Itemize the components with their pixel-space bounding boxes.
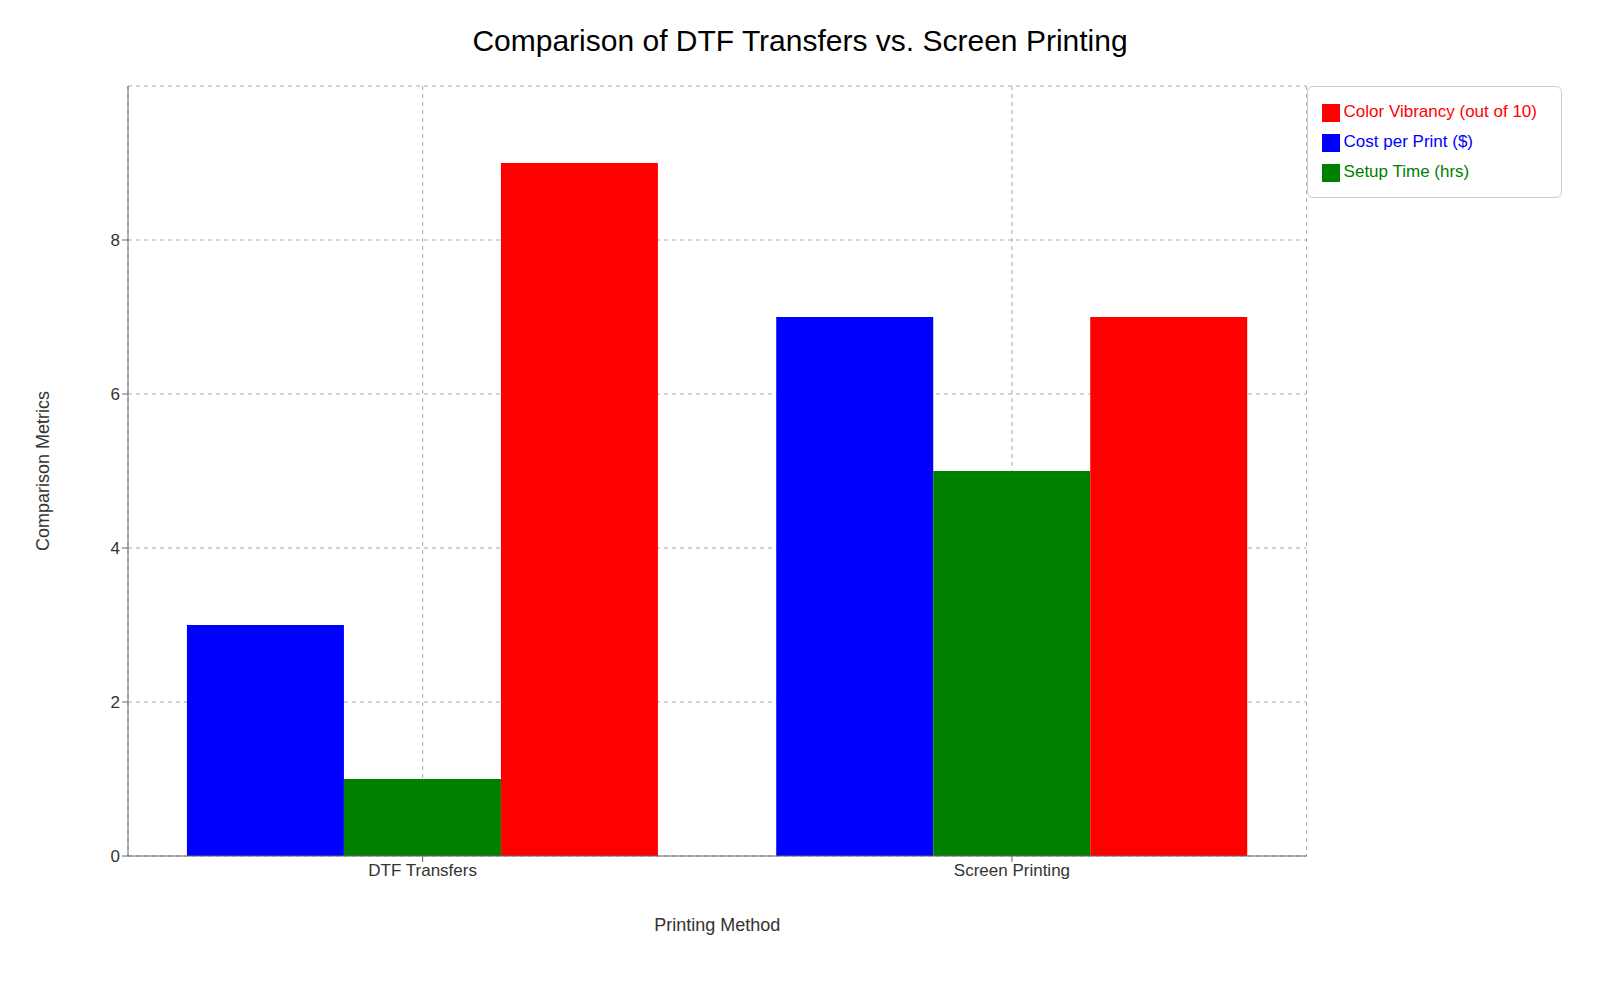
svg-text:DTF Transfers: DTF Transfers xyxy=(368,861,477,880)
html-text:Setup Time (hrs): Setup Time (hrs) xyxy=(1343,162,1470,181)
svg-text:Screen Printing: Screen Printing xyxy=(954,861,1070,880)
svg-text:Printing Method: Printing Method xyxy=(654,915,780,935)
html-text:Comparison of DTF Transfers vs: Comparison of DTF Transfers vs. Screen P… xyxy=(472,24,1128,57)
html-text:Cost per Print ($): Cost per Print ($) xyxy=(1343,132,1473,151)
svg-text:2: 2 xyxy=(111,693,120,712)
svg-text:0: 0 xyxy=(111,847,120,866)
svg-text:8: 8 xyxy=(111,231,120,250)
svg-text:6: 6 xyxy=(111,385,120,404)
html-text:Color Vibrancy (out of 10): Color Vibrancy (out of 10) xyxy=(1343,102,1537,121)
svg-text:4: 4 xyxy=(111,539,120,558)
svg-text:Comparison Metrics: Comparison Metrics xyxy=(33,391,53,551)
